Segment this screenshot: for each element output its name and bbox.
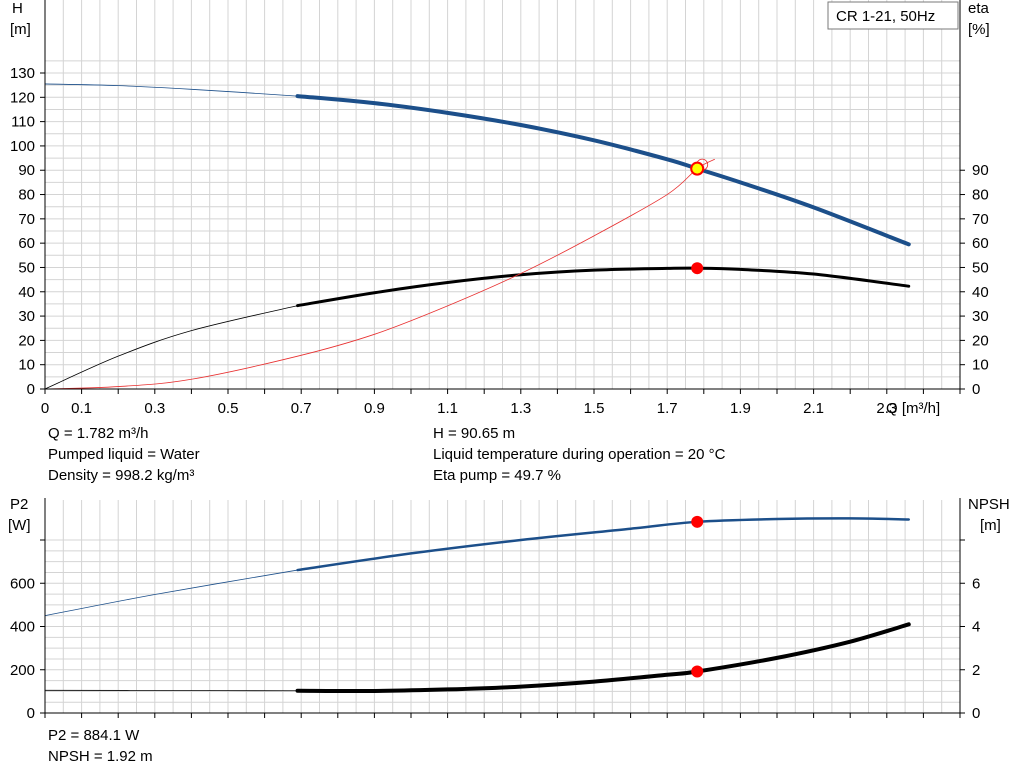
- x-axis-title: Q [m³/h]: [886, 400, 940, 417]
- bottom-y-tick-label: 200: [10, 662, 35, 679]
- top-y2-tick-label: 40: [972, 284, 989, 301]
- top-right-axis-title-line2: [%]: [968, 21, 990, 38]
- info-density: Density = 998.2 kg/m³: [48, 467, 195, 484]
- top-y-tick-label: 70: [18, 211, 35, 228]
- top-y-tick-label: 50: [18, 259, 35, 276]
- bottom-chart-grid: [44, 500, 961, 714]
- bottom-right-axis-title-line2: [m]: [980, 517, 1001, 534]
- top-y-tick-label: 30: [18, 308, 35, 325]
- top-y2-tick-label: 0: [972, 381, 980, 398]
- bottom-y2-tick-label: 4: [972, 619, 980, 636]
- x-tick-label: 0.3: [144, 400, 165, 417]
- bottom-y2-tick-label: 0: [972, 705, 980, 722]
- x-tick-label: 0.9: [364, 400, 385, 417]
- bottom-y2-tick-label: 2: [972, 662, 980, 679]
- x-tick-label: 0.7: [291, 400, 312, 417]
- info-npsh: NPSH = 1.92 m: [48, 748, 153, 765]
- x-tick-label: 1.9: [730, 400, 751, 417]
- top-y-tick-label: 0: [27, 381, 35, 398]
- x-tick-label: 0: [41, 400, 49, 417]
- x-tick-label: 2.3: [876, 400, 897, 417]
- top-right-axis-title-line1: eta: [968, 0, 990, 17]
- info-flow: Q = 1.782 m³/h: [48, 425, 149, 442]
- top-y2-tick-label: 10: [972, 357, 989, 374]
- x-tick-label: 1.3: [510, 400, 531, 417]
- model-label-box: [827, 1, 959, 30]
- info-p2: P2 = 884.1 W: [48, 727, 140, 744]
- top-y2-tick-label: 30: [972, 308, 989, 325]
- info-head: H = 90.65 m: [433, 425, 516, 442]
- top-y-tick-label: 90: [18, 162, 35, 179]
- top-chart-curves: [44, 83, 911, 390]
- x-tick-label: 1.7: [657, 400, 678, 417]
- bottom-y-tick-label: 0: [27, 705, 35, 722]
- top-y-tick-label: 60: [18, 235, 35, 252]
- bottom-right-axis-title-line1: NPSH: [968, 496, 1010, 513]
- top-y-tick-label: 80: [18, 187, 35, 204]
- bottom-y-tick-label: 400: [10, 619, 35, 636]
- head-curve-extrapolated: [44, 83, 298, 97]
- top-y-tick-label: 120: [10, 89, 35, 106]
- duty-point-efficiency: [691, 262, 704, 275]
- top-y-tick-label: 110: [11, 114, 35, 131]
- npsh-curve: [295, 622, 911, 694]
- bottom-left-axis-title-line1: P2: [10, 496, 28, 513]
- x-tick-label: 0.1: [71, 400, 92, 417]
- top-left-axis-title-line2: [m]: [10, 21, 31, 38]
- system-curve: [44, 158, 715, 390]
- top-y2-tick-label: 50: [972, 259, 989, 276]
- top-y-tick-label: 40: [18, 284, 35, 301]
- top-y-tick-label: 20: [18, 332, 35, 349]
- bottom-y2-tick-label: 6: [972, 575, 980, 592]
- top-y-tick-label: 10: [18, 357, 35, 374]
- x-tick-label: 2.1: [803, 400, 824, 417]
- top-left-axis-title-line1: H: [12, 0, 23, 17]
- top-y2-tick-label: 80: [972, 187, 989, 204]
- x-tick-label: 1.5: [584, 400, 605, 417]
- x-tick-label: 1.1: [437, 400, 458, 417]
- top-y2-tick-label: 90: [972, 162, 989, 179]
- bottom-chart-axes: 0 200 400 600 0 2 4 6: [10, 498, 980, 722]
- duty-point-power: [691, 515, 704, 528]
- top-y-tick-label: 130: [10, 65, 35, 82]
- top-y2-tick-label: 60: [972, 235, 989, 252]
- info-eta-pump: Eta pump = 49.7 %: [433, 467, 561, 484]
- top-y2-tick-label: 70: [972, 211, 989, 228]
- info-pumped-liquid: Pumped liquid = Water: [48, 446, 200, 463]
- efficiency-curve-extrapolated: [44, 305, 298, 390]
- top-chart-grid: [44, 0, 961, 390]
- bottom-y-tick-label: 600: [10, 575, 35, 592]
- bottom-chart-curves: [44, 515, 911, 694]
- duty-point-npsh: [691, 665, 704, 678]
- top-y-tick-label: 100: [10, 138, 35, 155]
- info-liquid-temperature: Liquid temperature during operation = 20…: [433, 446, 726, 463]
- bottom-left-axis-title-line2: [W]: [8, 517, 31, 534]
- x-tick-label: 0.5: [218, 400, 239, 417]
- top-y2-tick-label: 20: [972, 332, 989, 349]
- power-curve: [296, 517, 911, 572]
- efficiency-curve: [296, 266, 911, 308]
- model-label: CR 1-21, 50Hz: [836, 8, 935, 25]
- top-chart-axes: 0 10 20 30 40 50 60 70 80 90 100 110 120 130 0 10 20 30 40…: [10, 0, 989, 417]
- power-curve-extrapolated: [44, 569, 298, 617]
- duty-point-head: [690, 161, 705, 176]
- head-curve: [295, 94, 911, 247]
